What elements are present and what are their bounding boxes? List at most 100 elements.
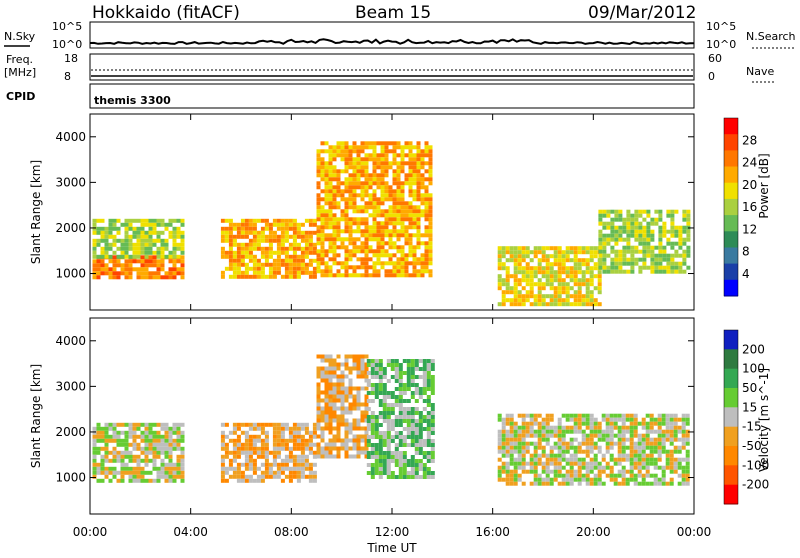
- power-cell-3: [360, 169, 365, 174]
- velocity-cell-3: [402, 443, 407, 447]
- power-cell-3: [380, 249, 385, 254]
- power-cell-2: [272, 230, 277, 235]
- velocity-cell-2: [352, 438, 357, 443]
- power-cell-4: [577, 266, 582, 271]
- power-cell-4: [517, 250, 522, 255]
- power-cell-1: [152, 242, 157, 247]
- velocity-cell-4: [549, 453, 554, 458]
- power-cell-5: [674, 229, 679, 234]
- velocity-cell-3: [410, 367, 415, 371]
- velocity-cell-0: [152, 434, 157, 439]
- velocity-cell-3: [378, 411, 383, 415]
- power-cell-2: [292, 234, 297, 239]
- velocity-cell-2: [316, 418, 321, 423]
- velocity-cell-1: [308, 470, 313, 475]
- power-cell-5: [686, 229, 691, 234]
- velocity-cell-1: [236, 474, 241, 479]
- power-cell-5: [634, 249, 639, 254]
- velocity-cell-4: [513, 429, 518, 434]
- power-cell-3: [324, 173, 329, 178]
- power-cell-3: [384, 225, 389, 230]
- power-cell-5: [626, 241, 631, 246]
- power-cell-5: [674, 265, 679, 270]
- power-cell-3: [416, 209, 421, 214]
- power-cell-3: [332, 253, 337, 258]
- power-cell-3: [412, 261, 417, 266]
- power-cell-1: [96, 218, 101, 223]
- power-cell-1: [152, 222, 157, 227]
- velocity-cell-0: [140, 466, 145, 471]
- velocity-cell-4: [553, 453, 558, 458]
- power-data-layer: [92, 141, 691, 307]
- power-cell-3: [416, 225, 421, 230]
- power-cell-5: [686, 245, 691, 250]
- power-cell-2: [252, 258, 257, 263]
- velocity-cell-3: [430, 447, 435, 451]
- velocity-cell-0: [108, 478, 113, 483]
- velocity-cell-4: [621, 477, 626, 482]
- power-cell-4: [565, 270, 570, 275]
- power-cell-4: [549, 270, 554, 275]
- power-cell-4: [509, 286, 514, 291]
- velocity-cell-1: [296, 422, 301, 427]
- power-cell-3: [328, 169, 333, 174]
- velocity-cell-0: [104, 466, 109, 471]
- velocity-cell-1: [312, 474, 317, 479]
- power-cell-4: [497, 250, 502, 255]
- power-cell-5: [638, 269, 643, 274]
- power-cell-3: [348, 265, 353, 270]
- power-cell-3: [344, 149, 349, 154]
- power-cell-4: [549, 266, 554, 271]
- power-cell-0: [164, 275, 169, 280]
- velocity-data-layer: [92, 354, 690, 486]
- velocity-cell-4: [573, 469, 578, 474]
- velocity-cell-4: [661, 445, 666, 450]
- velocity-cell-4: [665, 425, 670, 430]
- velocity-cell-4: [629, 413, 634, 418]
- power-cell-2: [292, 226, 297, 231]
- power-cell-3: [344, 181, 349, 186]
- power-cell-1: [176, 234, 181, 239]
- power-cell-0: [140, 271, 145, 276]
- velocity-cell-2: [356, 434, 361, 439]
- power-cell-4: [557, 286, 562, 291]
- power-cell-3: [420, 253, 425, 258]
- power-cell-3: [324, 169, 329, 174]
- power-cell-4: [505, 258, 510, 263]
- power-cell-1: [176, 254, 181, 259]
- velocity-cell-2: [344, 386, 349, 391]
- velocity-cell-2: [344, 438, 349, 443]
- power-cell-3: [420, 209, 425, 214]
- power-cell-3: [416, 233, 421, 238]
- power-cell-3: [328, 173, 333, 178]
- power-cell-1: [156, 246, 161, 251]
- power-cell-3: [372, 197, 377, 202]
- power-cell-3: [332, 157, 337, 162]
- power-cell-3: [384, 181, 389, 186]
- power-cell-3: [360, 233, 365, 238]
- velocity-cell-3: [430, 471, 435, 475]
- power-cell-5: [626, 233, 631, 238]
- power-cell-2: [244, 218, 249, 223]
- velocity-cell-1: [296, 478, 301, 483]
- power-cell-3: [344, 161, 349, 166]
- power-cell-3: [372, 165, 377, 170]
- velocity-cell-0: [100, 446, 105, 451]
- power-cell-2: [252, 262, 257, 267]
- power-cell-3: [356, 173, 361, 178]
- velocity-cell-4: [665, 453, 670, 458]
- power-cell-0: [156, 275, 161, 280]
- power-cell-2: [260, 226, 265, 231]
- velocity-cell-4: [613, 417, 618, 422]
- power-cell-3: [328, 185, 333, 190]
- power-cell-1: [136, 246, 141, 251]
- power-cell-3: [424, 201, 429, 206]
- power-cell-2: [260, 266, 265, 271]
- power-colorbar-segment: [724, 247, 738, 265]
- power-cell-4: [589, 294, 594, 299]
- power-cell-3: [420, 201, 425, 206]
- power-cell-4: [573, 246, 578, 251]
- nsky-panel-frame: [89, 21, 695, 49]
- velocity-cell-4: [661, 477, 666, 482]
- power-cell-2: [296, 274, 301, 279]
